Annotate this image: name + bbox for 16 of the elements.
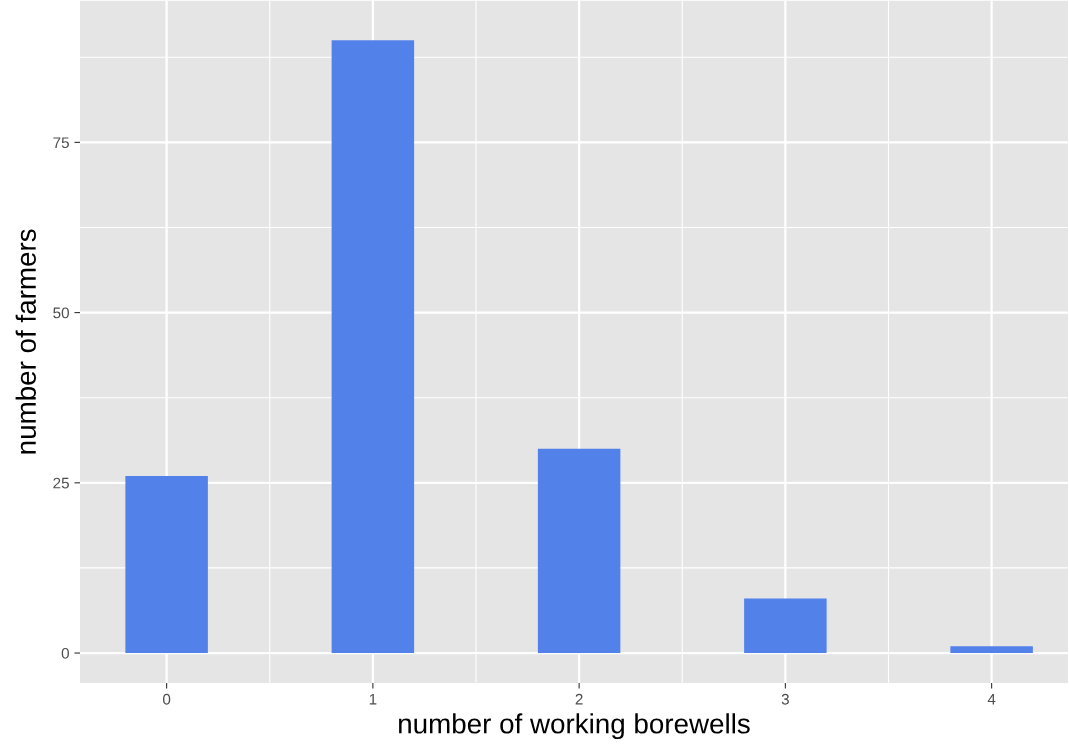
x-tick-label: 0 [162, 693, 171, 705]
y-tick-label: 25 [53, 477, 69, 489]
y-tick-label: 50 [53, 307, 69, 319]
bar [744, 598, 827, 654]
bar [950, 646, 1033, 654]
y-axis-title: number of farmers [15, 229, 36, 454]
x-tick-label: 2 [575, 693, 583, 705]
x-axis-title: number of working borewells [399, 713, 750, 740]
x-tick-label: 1 [369, 693, 377, 705]
x-tick-label: 3 [781, 693, 789, 705]
bar [125, 476, 208, 654]
x-tick-label: 4 [987, 693, 996, 705]
bar [537, 448, 621, 654]
y-tick-label: 75 [53, 137, 69, 149]
y-tick-label: 0 [61, 647, 69, 659]
bar [331, 40, 415, 654]
